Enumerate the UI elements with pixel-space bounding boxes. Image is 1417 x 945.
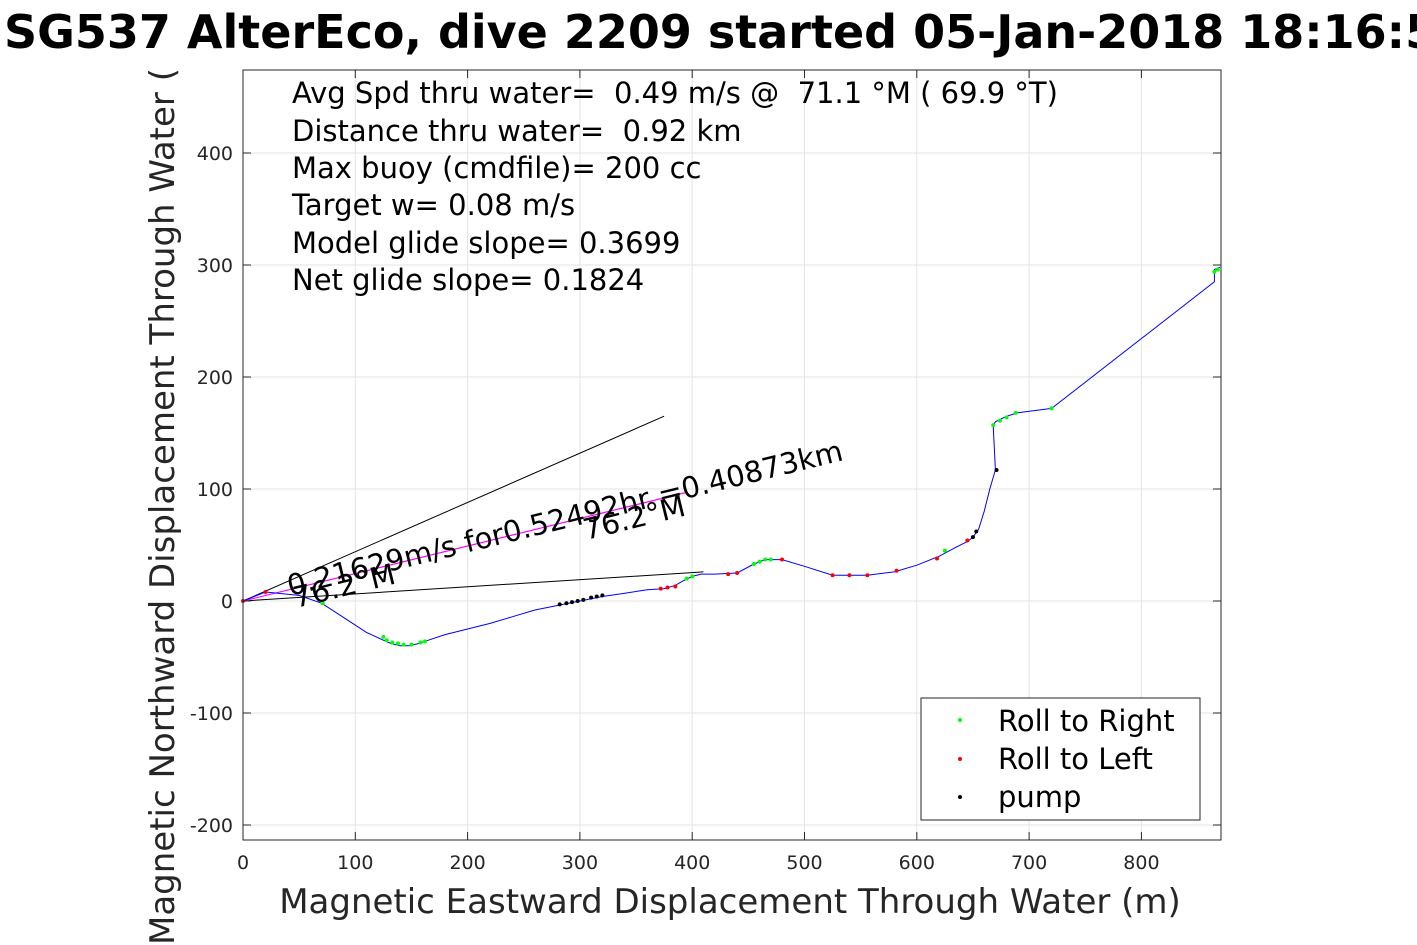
y-tick-label: 200 (197, 367, 233, 389)
point-roll-to-right (942, 548, 947, 553)
legend-label-roll-right: Roll to Right (998, 704, 1175, 738)
point-roll-to-right (395, 641, 400, 646)
point-roll-to-left (847, 573, 852, 578)
point-roll-to-right (1004, 415, 1009, 420)
x-tick-label: 300 (562, 852, 598, 874)
point-roll-to-right (384, 638, 389, 643)
point-pump (970, 535, 975, 540)
y-tick-label: 0 (221, 591, 233, 613)
point-roll-to-left (658, 586, 663, 591)
point-roll-to-left (894, 568, 899, 573)
point-roll-to-right (684, 576, 689, 581)
point-roll-to-right (409, 642, 414, 647)
stat-target-w: Target w= 0.08 m/s (291, 188, 575, 222)
stat-net-glide: Net glide slope= 0.1824 (292, 263, 644, 297)
point-roll-to-right (422, 639, 427, 644)
stats-block: Avg Spd thru water= 0.49 m/s @ 71.1 °M (… (291, 76, 1058, 297)
point-roll-to-right (1215, 267, 1220, 272)
point-roll-to-right (991, 423, 996, 428)
point-roll-to-right (381, 634, 386, 639)
axes-box (242, 69, 1222, 841)
grid (242, 70, 1221, 840)
x-tick-label: 700 (1011, 852, 1047, 874)
y-tick-label: 300 (197, 255, 233, 277)
point-roll-to-right (401, 642, 406, 647)
point-roll-to-left (673, 584, 678, 589)
legend-box (920, 697, 1201, 821)
y-tick-label: -200 (190, 815, 233, 837)
point-pump (974, 529, 979, 534)
point-roll-to-right (1049, 406, 1054, 411)
point-roll-to-right (768, 557, 773, 562)
point-roll-to-right (757, 559, 762, 564)
x-tick-label: 0 (237, 852, 249, 874)
point-roll-to-left (865, 573, 870, 578)
chart-title: SG537 AlterEco, dive 2209 started 05-Jan… (4, 5, 1417, 59)
point-roll-to-right (751, 562, 756, 567)
current-vector-line (242, 491, 687, 602)
x-tick-label: 200 (449, 852, 485, 874)
y-axis-label: Magnetic Northward Displacement Through … (143, 68, 183, 945)
point-pump (594, 594, 599, 599)
heading-guide-line (242, 415, 665, 602)
y-tick-label: -100 (190, 703, 233, 725)
y-tick-label: 100 (197, 479, 233, 501)
point-roll-to-right (997, 418, 1002, 423)
point-roll-to-right (1013, 410, 1018, 415)
legend: Roll to Right Roll to Left pump (920, 697, 1201, 821)
legend-label-roll-left: Roll to Left (998, 742, 1153, 776)
legend-marker-roll-right (958, 718, 962, 722)
stat-distance: Distance thru water= 0.92 km (292, 114, 742, 148)
point-roll-to-left (726, 572, 731, 577)
point-pump (564, 601, 569, 606)
y-tick-label: 400 (197, 143, 233, 165)
point-pump (570, 600, 575, 605)
point-roll-to-right (418, 640, 423, 645)
stat-model-glide: Model glide slope= 0.3699 (292, 226, 680, 260)
point-pump (575, 599, 580, 603)
legend-marker-roll-left (958, 757, 962, 761)
legend-label-pump: pump (998, 780, 1081, 814)
point-pump (994, 467, 999, 472)
point-roll-to-left (735, 571, 740, 575)
heading-guide-line (242, 571, 704, 602)
point-roll-to-left (830, 573, 835, 578)
x-tick-label: 500 (786, 852, 822, 874)
point-pump (557, 602, 562, 607)
point-pump (589, 595, 594, 600)
point-roll-to-left (780, 557, 785, 562)
stat-avg-speed: Avg Spd thru water= 0.49 m/s @ 71.1 °M (… (292, 76, 1058, 110)
point-roll-to-left (965, 538, 970, 543)
legend-marker-pump (958, 795, 962, 799)
point-roll-to-right (690, 574, 695, 579)
point-roll-to-right (763, 557, 768, 562)
point-roll-to-right (1212, 269, 1217, 274)
plot-area: 0 100 200 300 400 500 600 700 800 -200 -100 0 100 200… (190, 69, 1222, 874)
point-roll-to-left (935, 556, 940, 561)
point-roll-to-left (665, 585, 670, 590)
track-line (242, 266, 1221, 647)
x-axis-label: Magnetic Eastward Displacement Through W… (279, 882, 1181, 922)
point-roll-to-right (390, 640, 395, 645)
x-tick-label: 800 (1123, 852, 1159, 874)
point-roll-to-left (263, 590, 268, 595)
x-tick-label: 600 (899, 852, 935, 874)
x-tick-label: 100 (337, 852, 373, 874)
point-pump (600, 593, 605, 598)
point-pump (581, 597, 586, 602)
stat-max-buoy: Max buoy (cmdfile)= 200 cc (292, 151, 701, 185)
x-tick-label: 400 (674, 852, 710, 874)
point-roll-to-right (320, 601, 325, 606)
